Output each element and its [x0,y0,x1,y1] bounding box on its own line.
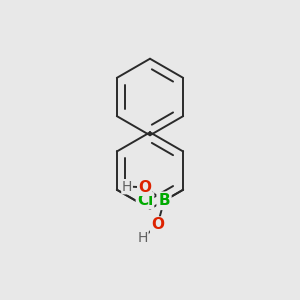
Text: H: H [122,180,132,194]
Text: B: B [158,193,170,208]
Text: O: O [138,180,151,195]
Text: O: O [151,218,164,232]
Text: Cl: Cl [137,193,153,208]
Text: H: H [138,231,148,245]
